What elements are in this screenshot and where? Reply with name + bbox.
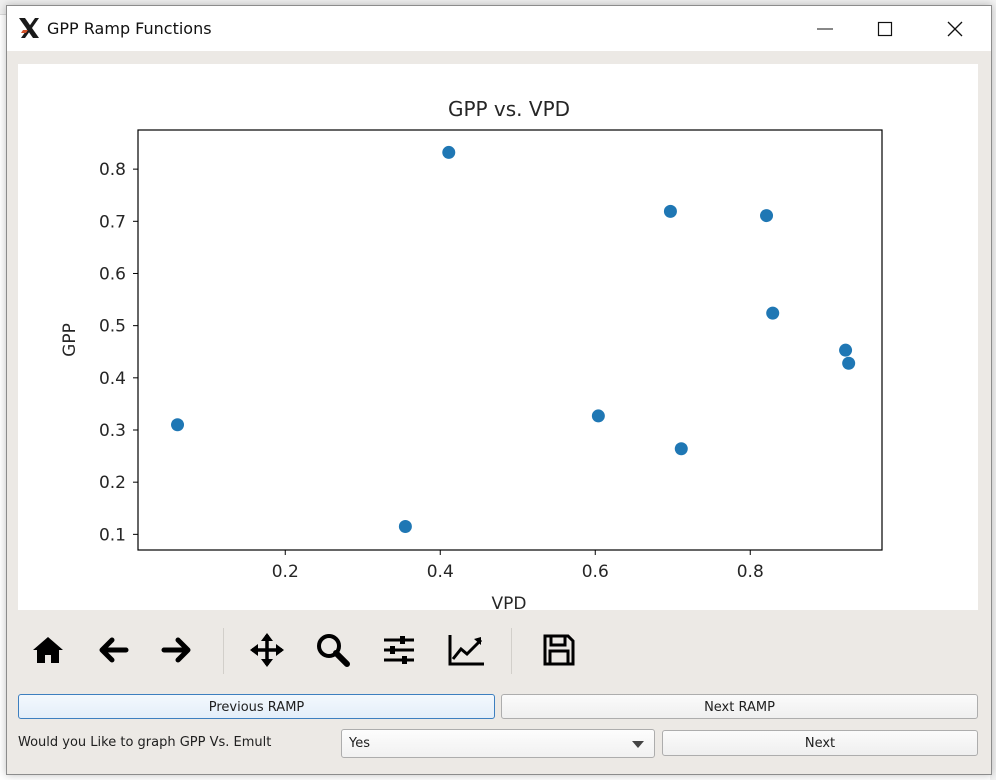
graph-question-label: Would you Like to graph GPP Vs. Emult <box>18 735 272 750</box>
y-tick-label: 0.2 <box>99 473 126 493</box>
maximize-icon <box>877 21 893 37</box>
toolbar-separator <box>511 628 512 674</box>
data-point <box>760 209 774 223</box>
y-tick-label: 0.1 <box>99 525 126 545</box>
home-icon <box>33 637 63 663</box>
scatter-chart: GPP vs. VPD 0.2 0.4 0.6 0.8 0.1 0.2 0.3 0.4 0.5 0… <box>60 97 883 610</box>
plot-canvas[interactable]: GPP vs. VPD 0.2 0.4 0.6 0.8 0.1 0.2 0.3 0.4 0.5 0… <box>18 64 978 610</box>
plot-frame <box>137 129 883 551</box>
data-point <box>591 409 605 423</box>
data-point <box>442 145 456 159</box>
data-point <box>842 356 856 370</box>
edit-axis-button[interactable] <box>439 624 491 676</box>
home-button[interactable] <box>22 624 74 676</box>
previous-ramp-button[interactable]: Previous RAMP <box>18 694 495 719</box>
y-tick-label: 0.7 <box>99 212 126 232</box>
y-axis-label: GPP <box>60 323 80 357</box>
next-ramp-button[interactable]: Next RAMP <box>501 694 978 719</box>
x-logo-icon <box>19 18 39 38</box>
y-tick-label: 0.4 <box>99 369 126 389</box>
x-tick-label: 0.2 <box>272 562 299 582</box>
chevron-down-icon <box>632 741 644 748</box>
x-tick-label: 0.6 <box>582 562 609 582</box>
save-button[interactable] <box>533 624 585 676</box>
zoom-icon <box>317 634 350 667</box>
configure-subplots-icon <box>384 636 414 664</box>
close-button[interactable] <box>925 6 985 51</box>
y-tick-label: 0.3 <box>99 421 126 441</box>
next-button[interactable]: Next <box>662 730 978 756</box>
x-tick-label: 0.4 <box>427 562 454 582</box>
data-point <box>766 306 780 320</box>
x-axis-label: VPD <box>492 594 527 610</box>
data-point <box>663 204 677 218</box>
data-point <box>674 442 688 456</box>
save-icon <box>543 634 575 666</box>
back-arrow-icon <box>99 637 129 663</box>
back-button[interactable] <box>87 624 139 676</box>
data-point <box>171 418 185 432</box>
background-app-edge <box>990 0 996 780</box>
y-tick-label: 0.5 <box>99 317 126 337</box>
data-point <box>398 520 412 534</box>
y-tick-label: 0.6 <box>99 264 126 284</box>
navigation-toolbar <box>17 622 981 682</box>
toolbar-separator <box>223 628 224 674</box>
graph-choice-select[interactable]: Yes <box>341 729 655 758</box>
pan-icon <box>250 633 284 667</box>
maximize-button[interactable] <box>855 6 915 51</box>
chart-title: GPP vs. VPD <box>448 97 570 121</box>
zoom-button[interactable] <box>307 624 359 676</box>
app-window: GPP Ramp Functions GPP vs. VPD 0.2 0.4 0.6… <box>6 5 992 775</box>
close-icon <box>947 21 963 37</box>
pan-button[interactable] <box>241 624 293 676</box>
y-tick-label: 0.8 <box>99 160 126 180</box>
configure-subplots-button[interactable] <box>373 624 425 676</box>
x-tick-label: 0.8 <box>737 562 764 582</box>
forward-arrow-icon <box>161 637 191 663</box>
title-bar[interactable]: GPP Ramp Functions <box>7 6 991 51</box>
edit-axis-icon <box>448 635 484 666</box>
minimize-button[interactable] <box>795 6 855 51</box>
data-point <box>839 343 853 357</box>
window-title: GPP Ramp Functions <box>47 19 212 38</box>
graph-choice-value: Yes <box>349 736 370 751</box>
forward-button[interactable] <box>151 624 203 676</box>
minimize-icon <box>817 28 833 30</box>
